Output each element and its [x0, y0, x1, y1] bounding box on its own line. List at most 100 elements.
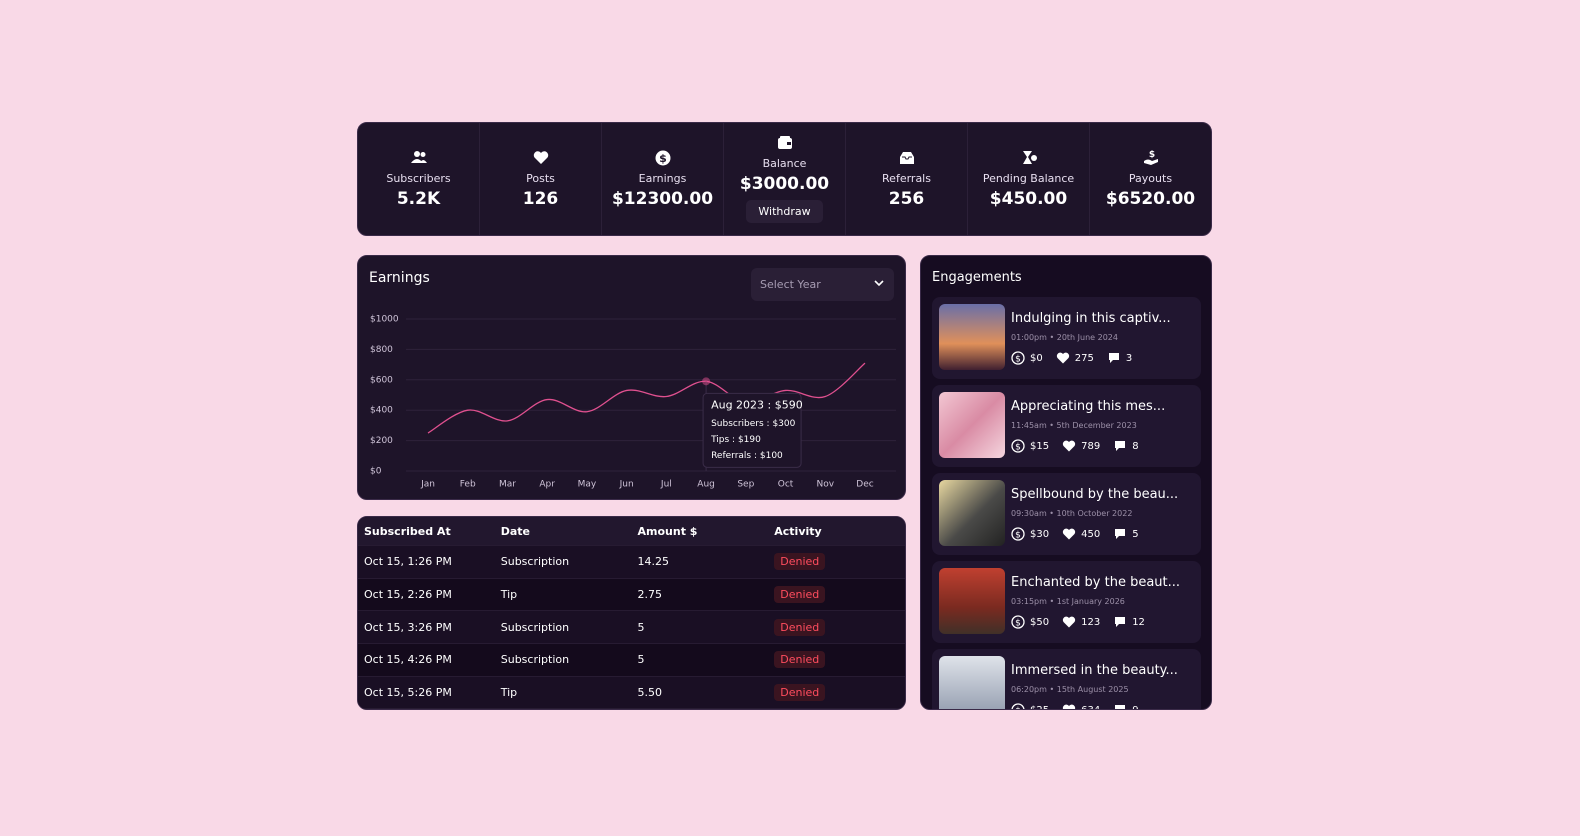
table-cell: Tip — [500, 588, 518, 602]
item-earnings: $25 — [1030, 704, 1050, 710]
stat-item: $ Earnings $12300.00 — [602, 123, 724, 235]
tooltip-line: Referrals : $100 — [711, 451, 783, 461]
like-icon — [1056, 352, 1069, 364]
engagement-item[interactable]: Spellbound by the beau... 09:30am • 10th … — [932, 473, 1201, 555]
item-stats: $ $0 275 3 — [1011, 351, 1140, 365]
table-cell: Oct 15, 5:26 PM — [364, 686, 452, 700]
stat-item: Referrals 256 — [846, 123, 968, 235]
tooltip-line: Subscribers : $300 — [711, 419, 796, 429]
y-tick-label: $400 — [370, 406, 393, 416]
item-title: Immersed in the beauty... — [1011, 663, 1178, 678]
svg-text:$: $ — [1015, 531, 1021, 541]
thumbnail — [939, 656, 1005, 709]
table-row: Oct 15, 4:26 PM Subscription 5 Denied — [358, 644, 905, 677]
y-tick-label: $600 — [370, 375, 393, 385]
thumbnail — [939, 304, 1005, 370]
item-likes: 123 — [1081, 616, 1101, 628]
item-earnings: $50 — [1030, 616, 1050, 628]
x-tick-label: May — [578, 480, 597, 490]
thumbnail — [939, 568, 1005, 634]
earnings-card: Earnings Select Year $0 $200 $400 $600 $800 $… — [357, 255, 906, 500]
cmt-icon — [1115, 441, 1126, 451]
stat-icon — [899, 151, 914, 164]
svg-text:$: $ — [1015, 707, 1021, 711]
y-tick-label: $1000 — [370, 315, 399, 325]
stat-item: Pending Balance $450.00 — [968, 123, 1090, 235]
item-earnings: $0 — [1030, 352, 1043, 364]
table-row: Oct 15, 5:26 PM Tip 5.50 Denied — [358, 676, 905, 709]
stats-bar: Subscribers 5.2K Posts 126 $ Earnings $12300.0… — [357, 122, 1212, 236]
stat-value: 126 — [522, 188, 559, 209]
stat-value: $12300.00 — [611, 188, 714, 209]
table-cell: Denied — [768, 684, 905, 702]
tooltip-line: Tips : $190 — [710, 435, 761, 445]
x-tick-label: Jun — [619, 480, 634, 490]
stat-value: $6520.00 — [1105, 188, 1196, 209]
x-tick-label: Apr — [539, 480, 555, 490]
y-tick-label: $0 — [370, 467, 382, 477]
money-icon: $ — [1011, 615, 1025, 629]
select-placeholder: Select Year — [760, 278, 821, 291]
item-stats: $ $50 123 12 — [1011, 615, 1153, 629]
tooltip-line: Aug 2023 : $590 — [711, 398, 803, 411]
stat-item: $ Payouts $6520.00 — [1090, 123, 1211, 235]
like-icon — [1062, 704, 1076, 709]
year-select[interactable]: Select Year — [751, 268, 894, 301]
stat-icon: $ — [1143, 150, 1158, 165]
x-tick-label: Feb — [460, 480, 476, 490]
item-meta: 06:20pm • 15th August 2025 — [1011, 685, 1129, 694]
y-tick-label: $800 — [370, 345, 393, 355]
table-cell: Denied — [768, 651, 905, 669]
table-cell: Denied — [768, 618, 905, 636]
withdraw-button[interactable]: Withdraw — [746, 200, 823, 223]
status-badge: Denied — [774, 553, 826, 571]
item-meta: 09:30am • 10th October 2022 — [1011, 509, 1133, 518]
transactions-table: Subscribed At Date Amount $ Activity Oct 15,… — [357, 516, 906, 710]
stat-label: Balance — [762, 157, 807, 170]
item-comments: 12 — [1132, 616, 1145, 628]
cmt-icon — [1115, 705, 1126, 709]
money-icon: $ — [1011, 351, 1025, 365]
table-row: Oct 15, 2:26 PM Tip 2.75 Denied — [358, 578, 905, 612]
table-cell: Subscription — [500, 620, 570, 634]
stat-icon — [533, 150, 548, 164]
item-stats: $ $15 789 8 — [1011, 439, 1147, 453]
line-chart: $0 $200 $400 $600 $800 $1000 Jan Feb Mar Apr May Ju… — [370, 315, 896, 490]
stat-label: Subscribers — [386, 171, 451, 185]
item-likes: 634 — [1081, 704, 1101, 710]
money-icon: $ — [1011, 527, 1025, 541]
stat-value: $450.00 — [989, 188, 1068, 209]
cmt-icon — [1115, 617, 1126, 627]
item-title: Spellbound by the beau... — [1011, 487, 1179, 502]
y-tick-label: $200 — [370, 436, 393, 446]
engagement-item[interactable]: Immersed in the beauty... 06:20pm • 15th … — [932, 649, 1201, 711]
engagement-item[interactable]: Indulging in this captiv... 01:00pm • 20t… — [932, 297, 1201, 379]
engagements-title: Engagements — [932, 270, 1022, 285]
table-row: Oct 15, 3:26 PM Subscription 5 Denied — [358, 611, 905, 645]
table-cell: Denied — [768, 553, 905, 571]
table-cell: 2.75 — [637, 588, 663, 602]
table-row: Oct 15, 1:26 PM Subscription 14.25 Denied — [358, 546, 905, 579]
column-header: Date — [500, 524, 531, 538]
stat-value: 256 — [888, 188, 925, 209]
status-badge: Denied — [774, 651, 826, 669]
table-cell: 14.25 — [637, 555, 670, 569]
money-icon: $ — [1011, 703, 1025, 711]
like-icon — [1062, 440, 1076, 452]
stat-item: Posts 126 — [480, 123, 602, 235]
engagement-item[interactable]: Enchanted by the beaut... 03:15pm • 1st J… — [932, 561, 1201, 643]
stat-label: Payouts — [1128, 171, 1173, 185]
stat-icon — [777, 136, 792, 149]
stat-label: Referrals — [882, 171, 931, 185]
engagement-item[interactable]: Appreciating this mes... 11:45am • 5th De… — [932, 385, 1201, 467]
item-earnings: $30 — [1030, 528, 1050, 540]
svg-text:$: $ — [1015, 443, 1021, 453]
item-meta: 03:15pm • 1st January 2026 — [1011, 597, 1125, 606]
stat-label: Pending Balance — [982, 171, 1075, 185]
status-badge: Denied — [774, 618, 826, 636]
item-comments: 3 — [1125, 352, 1133, 364]
item-comments: 9 — [1132, 704, 1139, 710]
item-likes: 450 — [1081, 528, 1101, 540]
tooltip: Aug 2023 : $590 Subscribers : $300 Tips : … — [702, 392, 803, 468]
